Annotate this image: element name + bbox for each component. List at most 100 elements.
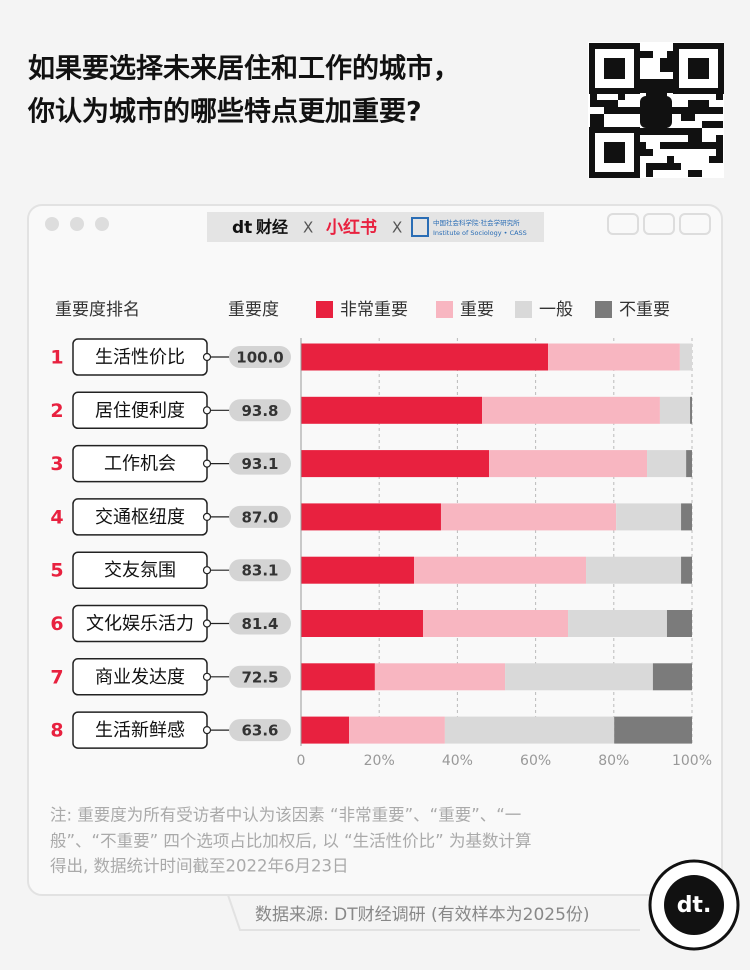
importance-label: 81.4 <box>241 615 278 633</box>
connector-dot <box>202 672 212 681</box>
qr-cell <box>709 121 716 128</box>
qr-cell <box>667 142 674 149</box>
qr-cell <box>688 100 695 107</box>
qr-cell <box>702 142 709 149</box>
banner <box>207 212 544 242</box>
bar-segment <box>301 663 375 691</box>
bar-segment <box>586 556 682 584</box>
note-line: 注: 重要度为所有受访者中认为该因素 “非常重要”、“重要”、“一 <box>50 806 521 825</box>
bar-segment <box>301 610 423 637</box>
category-label: 工作机会 <box>104 454 176 475</box>
qr-cell <box>597 114 604 121</box>
score-pill <box>229 559 291 582</box>
qr-cell <box>688 114 695 121</box>
qr-cell <box>674 128 681 135</box>
qr-cell <box>590 100 597 107</box>
qr-finder <box>589 43 640 94</box>
qr-cell <box>716 135 723 142</box>
rank: 5 <box>50 560 63 582</box>
bar-segment <box>374 663 506 691</box>
qr-cell <box>716 149 723 156</box>
bar-segment <box>681 503 692 531</box>
qr-cell <box>660 128 667 135</box>
qr-cell <box>702 107 709 114</box>
qr-cell <box>604 100 611 107</box>
bar-segment <box>679 343 692 371</box>
rank-header: 重要度排名 <box>55 300 140 320</box>
score-pill <box>229 665 291 688</box>
bar-segment <box>301 503 441 531</box>
qr-cell <box>688 107 695 114</box>
qr-cell <box>695 128 702 135</box>
connector-dot <box>202 619 212 628</box>
bar-segment <box>489 450 648 478</box>
x-tick-label: 80% <box>598 753 629 769</box>
qr-cell <box>660 65 667 72</box>
qr-cell <box>674 163 681 170</box>
connector-dot <box>202 725 212 735</box>
importance-label: 93.8 <box>241 402 278 420</box>
bar-segment <box>301 343 549 371</box>
x-tick-label: 100% <box>672 753 712 769</box>
qr-cell <box>716 93 723 100</box>
bar-segment <box>482 396 660 424</box>
qr-cell <box>590 121 597 128</box>
legend-label: 非常重要 <box>340 300 408 320</box>
qr-cell <box>639 51 646 58</box>
partner: 小红书 <box>326 217 377 238</box>
qr-cell <box>590 114 597 121</box>
qr-center <box>640 96 672 128</box>
bar-segment <box>349 716 445 744</box>
category-label: 生活性价比 <box>95 347 185 368</box>
qr-cell <box>639 79 646 86</box>
importance-label: 83.1 <box>241 562 278 580</box>
legend-label: 重要 <box>460 300 494 320</box>
score-pill <box>229 452 291 475</box>
bar-segment <box>647 450 687 478</box>
qr-cell <box>716 142 723 149</box>
qr-cell <box>695 135 702 142</box>
qr-cell <box>660 79 667 86</box>
bar-segment <box>422 610 569 637</box>
bar-segment <box>301 396 483 424</box>
brand-mark: dt <box>232 218 252 238</box>
qr-cell <box>702 100 709 107</box>
bar-segment <box>444 716 615 744</box>
bar-segment <box>505 663 653 691</box>
bar-segment <box>301 556 414 584</box>
qr-finder <box>604 58 625 79</box>
bar-segment <box>548 343 680 371</box>
institute-cn: 中国社会科学院·社会学研究所 <box>433 218 520 227</box>
separator: X <box>392 219 402 237</box>
qr-cell <box>639 142 646 149</box>
legend-swatch <box>436 301 453 318</box>
qr-cell <box>695 107 702 114</box>
qr-cell <box>639 86 646 93</box>
rank: 1 <box>50 347 63 369</box>
qr-cell <box>667 65 674 72</box>
qr-cell <box>667 156 674 163</box>
qr-cell <box>646 163 653 170</box>
importance-label: 100.0 <box>236 349 283 367</box>
rank: 3 <box>50 453 63 475</box>
qr-cell <box>674 142 681 149</box>
rank: 2 <box>50 400 63 422</box>
category-label: 文化娱乐活力 <box>86 614 194 635</box>
connector-dot <box>202 512 212 522</box>
separator: X <box>303 219 313 237</box>
bar-segment <box>666 610 692 637</box>
qr-cell <box>653 163 660 170</box>
qr-cell <box>667 58 674 65</box>
qr-cell <box>688 135 695 142</box>
qr-cell <box>646 170 653 177</box>
qr-cell <box>681 114 688 121</box>
chart: 重要度排名 重要度 非常重要 重要 一般 不重要 0 20% 40% 60% 80% 100% 1 生活性… <box>50 300 712 769</box>
qr-cell <box>597 100 604 107</box>
legend-swatch <box>316 301 333 318</box>
qr-cell <box>667 79 674 86</box>
x-tick-label: 0 <box>297 753 306 769</box>
institute-en: Institute of Sociology • CASS <box>433 229 527 237</box>
bar-segment <box>681 556 692 584</box>
qr-cell <box>625 107 632 114</box>
